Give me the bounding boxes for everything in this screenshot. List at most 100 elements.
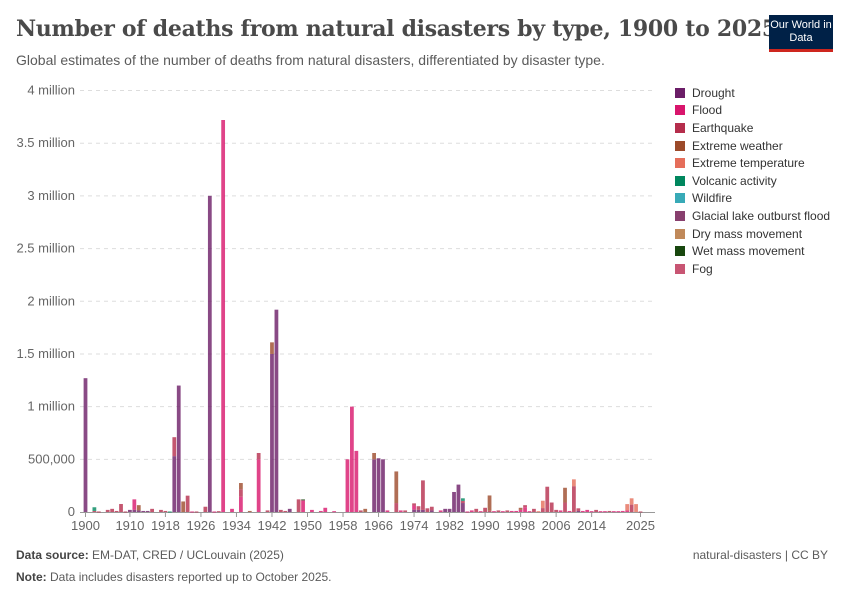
- bar-drought: [412, 509, 416, 512]
- bar-drought: [376, 458, 381, 512]
- bar-earthquake: [532, 508, 536, 512]
- bar-drought: [136, 510, 141, 512]
- legend-item[interactable]: Drought: [675, 84, 830, 102]
- bar-extreme-temperature: [572, 479, 576, 487]
- bar-earthquake: [461, 500, 465, 504]
- legend-label: Extreme temperature: [692, 156, 805, 171]
- bar-flood: [620, 510, 625, 512]
- bar-earthquake: [394, 503, 399, 512]
- bar-volcanic-activity: [461, 498, 465, 501]
- legend-swatch: [675, 210, 685, 221]
- bar-flood: [132, 499, 137, 510]
- bar-drought: [443, 508, 448, 512]
- bar-drought: [456, 484, 461, 512]
- x-tick-label: 1958: [329, 518, 358, 533]
- bar-earthquake: [487, 510, 492, 512]
- note-text: Data includes disasters reported up to O…: [50, 570, 332, 584]
- bar-earthquake: [358, 510, 363, 512]
- x-tick-label: 1918: [151, 518, 180, 533]
- bar-earthquake: [185, 495, 190, 512]
- bar-flood: [589, 511, 594, 513]
- legend-swatch: [675, 263, 685, 274]
- source-text[interactable]: EM-DAT, CRED / UCLouvain (2025): [92, 548, 284, 562]
- legend-label: Glacial lake outburst flood: [692, 208, 831, 223]
- legend-item[interactable]: Earthquake: [675, 119, 830, 137]
- bar-flood: [492, 511, 496, 513]
- source-label: Data source:: [16, 548, 89, 562]
- bar-flood: [412, 505, 416, 510]
- owid-logo[interactable]: Our World in Data: [769, 15, 833, 52]
- bar-flood: [518, 509, 523, 512]
- bar-earthquake: [549, 502, 554, 512]
- legend-item[interactable]: Extreme temperature: [675, 154, 830, 172]
- bar-drought: [576, 510, 581, 512]
- note: Note: Data includes disasters reported u…: [16, 570, 332, 584]
- legend-item[interactable]: Fog: [675, 260, 830, 278]
- legend-swatch: [675, 158, 685, 169]
- bar-extreme-weather: [394, 471, 399, 504]
- x-tick-label: 2014: [577, 518, 606, 533]
- y-tick-label: 0: [68, 504, 75, 519]
- bar-earthquake: [265, 510, 270, 512]
- chart-subtitle: Global estimates of the number of deaths…: [16, 52, 605, 68]
- legend-label: Volcanic activity: [692, 173, 777, 188]
- x-tick-label: 1998: [506, 518, 535, 533]
- bar-flood: [323, 507, 328, 512]
- bar-earthquake: [283, 510, 288, 512]
- bar-flood: [354, 450, 359, 512]
- legend-item[interactable]: Flood: [675, 102, 830, 120]
- bar-earthquake: [123, 511, 128, 513]
- bar-earthquake: [105, 509, 110, 512]
- legend-label: Earthquake: [692, 120, 754, 135]
- bar-drought: [270, 353, 274, 512]
- legend-swatch: [675, 228, 685, 239]
- bar-extreme-temperature: [634, 504, 638, 512]
- y-tick-label: 4 million: [27, 83, 75, 98]
- x-tick-label: 1974: [400, 518, 429, 533]
- bar-drought: [452, 491, 456, 512]
- bar-flood: [509, 510, 514, 512]
- data-source: Data source: EM-DAT, CRED / UCLouvain (2…: [16, 548, 284, 562]
- bar-earthquake: [425, 508, 430, 512]
- bar-flood: [585, 509, 590, 512]
- bar-extreme-weather: [181, 501, 186, 512]
- legend-item[interactable]: Dry mass movement: [675, 225, 830, 243]
- legend-item[interactable]: Glacial lake outburst flood: [675, 207, 830, 225]
- bar-earthquake: [96, 511, 101, 513]
- legend-swatch: [675, 105, 685, 116]
- bar-earthquake: [629, 504, 634, 512]
- legend-label: Drought: [692, 85, 735, 100]
- x-tick-label: 2025: [626, 518, 655, 533]
- license[interactable]: natural-disasters | CC BY: [692, 548, 828, 562]
- bar-volcanic-activity: [92, 507, 97, 511]
- y-tick-label: 3.5 million: [16, 135, 75, 150]
- bar-earthquake: [474, 508, 479, 512]
- bar-extreme-weather: [487, 495, 492, 511]
- bar-earthquake: [194, 511, 199, 513]
- bar-drought: [83, 378, 88, 512]
- bar-earthquake: [505, 510, 510, 512]
- bar-earthquake: [572, 486, 576, 512]
- legend-item[interactable]: Wet mass movement: [675, 242, 830, 260]
- bar-extreme-weather: [247, 510, 252, 512]
- bar-drought: [207, 195, 212, 512]
- bar-flood: [345, 459, 350, 512]
- legend-item[interactable]: Wildfire: [675, 190, 830, 208]
- bar-flood: [465, 511, 470, 513]
- bar-earthquake: [429, 506, 434, 511]
- legend-item[interactable]: Volcanic activity: [675, 172, 830, 190]
- bar-earthquake: [203, 506, 208, 512]
- bar-drought: [132, 509, 137, 512]
- y-tick-label: 1.5 million: [16, 346, 75, 361]
- bar-earthquake: [607, 510, 612, 512]
- bar-drought: [145, 510, 150, 512]
- bar-earthquake: [638, 511, 643, 513]
- bar-earthquake: [545, 486, 550, 512]
- x-tick-label: 1926: [186, 518, 215, 533]
- legend-item[interactable]: Extreme weather: [675, 137, 830, 155]
- x-tick-label: 1900: [71, 518, 100, 533]
- bar-flood: [527, 511, 532, 513]
- bar-earthquake: [412, 503, 416, 506]
- bar-extreme-weather: [363, 508, 368, 512]
- legend-label: Wet mass movement: [692, 244, 805, 259]
